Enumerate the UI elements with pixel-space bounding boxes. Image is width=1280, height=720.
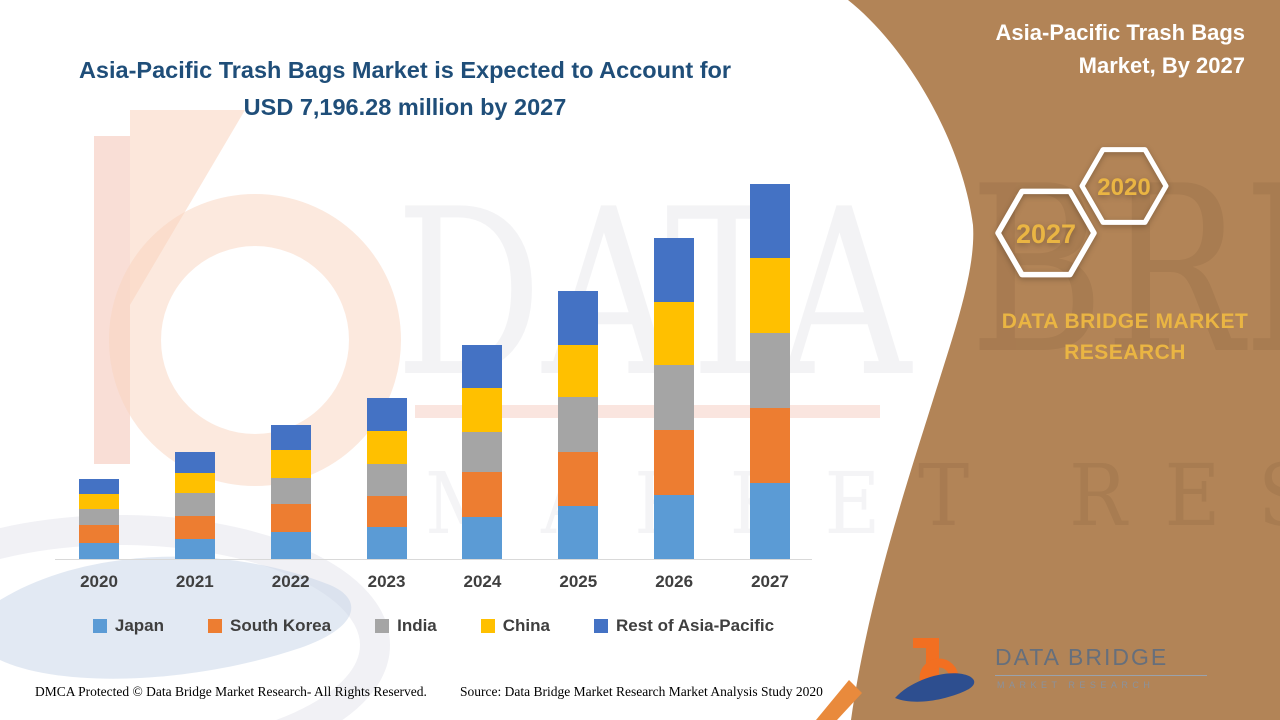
bar-segment-2026-japan [654,495,695,559]
hexagon-2027 [995,188,1097,278]
logo-blue-swoosh [895,673,975,702]
side-panel-title-line2: Market, By 2027 [1078,53,1245,78]
bar-2025 [558,291,599,559]
bar-segment-2024-china [462,388,503,432]
bar-segment-2027-china [749,258,790,333]
brand-text-line1: DATA BRIDGE MARKET [1001,310,1249,333]
side-panel-title: Asia-Pacific Trash Bags Market, By 2027 [996,16,1245,82]
hexagon-2020 [1079,147,1169,225]
bar-segment-2025-south-korea [558,452,599,506]
bar-segment-2025-japan [558,506,599,559]
x-axis-label-2024: 2024 [463,572,502,591]
logo-subtitle: MARKET RESEARCH [997,680,1155,690]
x-axis-line [55,559,812,560]
bar-segment-2025-india [558,397,599,452]
legend-label: China [502,616,550,635]
bar-segment-2027-south-korea [749,408,790,483]
bar-2026 [654,238,695,559]
bar-segment-2027-rest-of-asia-pacific [749,184,790,258]
bar-segment-2024-india [462,432,503,472]
page-title-line2: USD 7,196.28 million by 2027 [243,94,567,120]
x-axis-label-2026: 2026 [655,572,694,591]
bar-segment-2026-south-korea [654,430,695,495]
bar-segment-2021-india [174,493,215,516]
bar-segment-2027-india [749,333,790,408]
x-axis-label-2027: 2027 [751,572,789,591]
logo-underline [995,675,1207,676]
bar-segment-2027-japan [749,483,790,559]
legend-label: India [397,616,437,635]
source-note: Source: Data Bridge Market Research Mark… [460,684,823,699]
legend-swatch [480,619,495,633]
bar-2027 [749,184,790,559]
hexagon-2020-label: 2020 [1097,174,1150,201]
legend-item-rest-of-asia-pacific: Rest of Asia-Pacific [594,616,774,636]
brand-text-line2: RESEARCH [1064,341,1186,364]
bar-segment-2025-china [558,345,599,397]
page-title-line1: Asia-Pacific Trash Bags Market is Expect… [78,57,732,83]
side-panel-title-line1: Asia-Pacific Trash Bags [995,20,1245,45]
hexagon-2027-label: 2027 [1016,219,1076,249]
page-title: Asia-Pacific Trash Bags Market is Expect… [20,52,790,126]
bar-segment-2026-china [654,302,695,365]
bar-segment-2020-china [79,494,119,509]
legend-item-china: China [480,616,550,636]
legend-swatch [594,619,608,633]
brand-text: DATA BRIDGE MARKET RESEARCH [980,306,1270,368]
panel-orange-accent [816,680,862,720]
bar-segment-2026-india [654,365,695,430]
hexagon-badges: 2027 2020 [995,147,1169,278]
x-axis-label-2025: 2025 [559,572,598,591]
bar-segment-2024-japan [462,517,503,559]
logo-b-arm [913,638,926,648]
bar-segment-2026-rest-of-asia-pacific [654,238,695,302]
bar-2024 [462,345,503,559]
side-panel-shape [848,0,1280,720]
bar-segment-2024-rest-of-asia-pacific [462,345,503,388]
bar-segment-2024-south-korea [462,472,503,517]
panel-watermark-secondary: MARKET RESEARCH [425,447,1280,546]
legend-label: Rest of Asia-Pacific [616,616,775,635]
logo-title: DATA BRIDGE [995,644,1169,670]
data-bridge-logo-icon [895,638,975,702]
bar-segment-2025-rest-of-asia-pacific [558,291,599,345]
